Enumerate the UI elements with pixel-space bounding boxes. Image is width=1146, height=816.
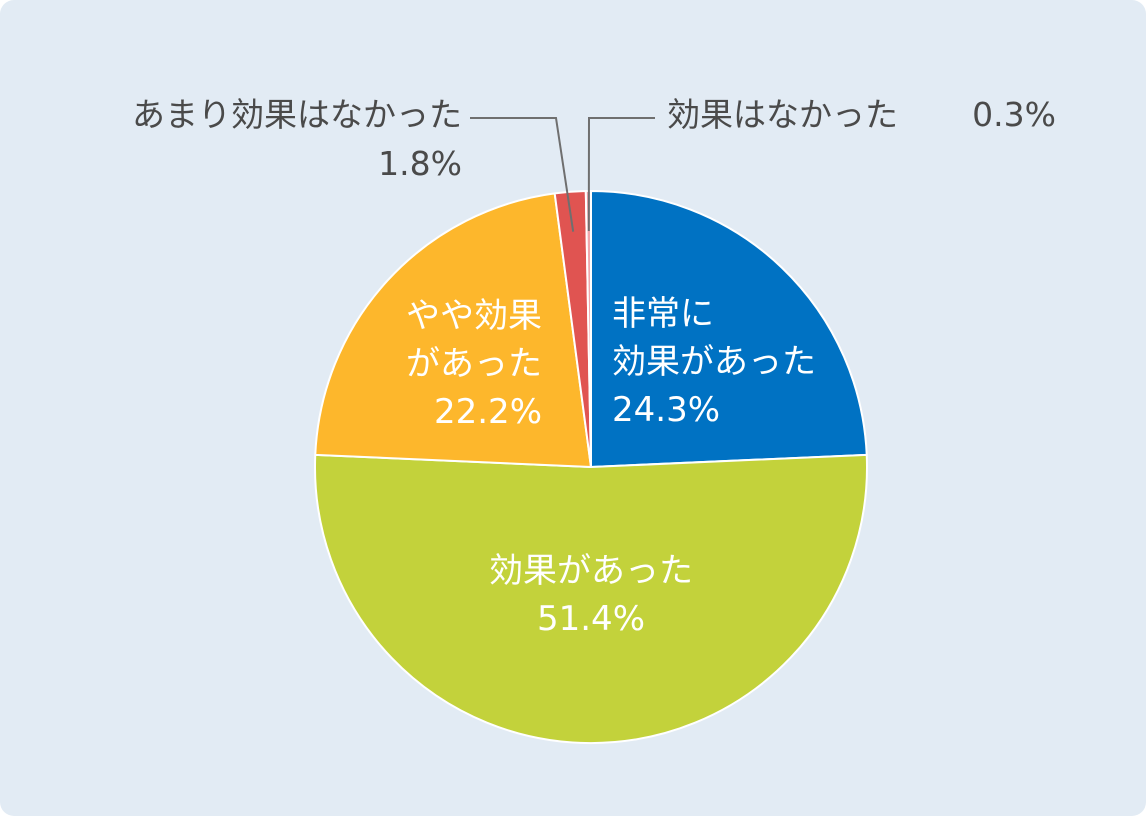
slice-label-very-effective-line1: 非常に (612, 294, 714, 334)
pie-slice-1 (314, 453, 868, 744)
slice-value-effective: 51.4% (537, 599, 645, 639)
leader-line-not-very-effective (470, 117, 575, 232)
slice-label-somewhat-effective-line2: があった (406, 344, 542, 384)
slice-value-not-very-effective: 1.8% (378, 144, 462, 183)
slice-label-very-effective-line2: 効果があった (612, 342, 816, 382)
slice-value-somewhat-effective: 22.2% (434, 392, 542, 432)
slice-label-not-very-effective: あまり効果はなかった (132, 95, 462, 134)
pie-slice-0 (590, 190, 868, 468)
leader-line-not-effective (587, 117, 655, 232)
slice-value-not-effective: 0.3% (972, 95, 1056, 134)
slice-label-effective: 効果があった (489, 551, 693, 591)
pie-slice-2 (314, 192, 592, 468)
pie-slices (314, 190, 868, 744)
slice-value-very-effective: 24.3% (612, 390, 720, 430)
slice-label-somewhat-effective-line1: やや効果 (406, 296, 542, 336)
leader-lines (470, 117, 655, 232)
slice-label-not-effective: 効果はなかった (667, 95, 898, 134)
